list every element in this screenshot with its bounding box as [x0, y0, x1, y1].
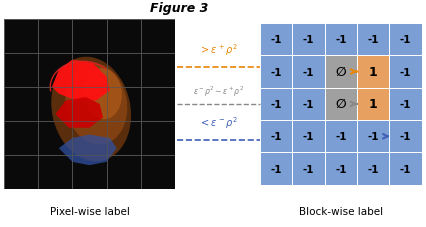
Text: $>\epsilon^+\rho^2$: $>\epsilon^+\rho^2$: [199, 42, 238, 58]
Bar: [141, 155, 175, 189]
PathPatch shape: [55, 98, 103, 128]
Bar: [72, 87, 106, 121]
Bar: [72, 155, 106, 189]
Bar: [141, 54, 175, 87]
Text: 1: 1: [369, 66, 377, 79]
Bar: [357, 56, 389, 88]
Text: -1: -1: [271, 67, 282, 77]
Bar: [106, 121, 141, 155]
Text: -1: -1: [271, 35, 282, 45]
Text: -1: -1: [400, 67, 411, 77]
Bar: [260, 56, 292, 88]
Bar: [325, 88, 357, 121]
Bar: [389, 153, 422, 185]
Text: -1: -1: [335, 35, 346, 45]
Bar: [389, 56, 422, 88]
Bar: [4, 20, 38, 54]
Bar: [389, 88, 422, 121]
Bar: [38, 20, 72, 54]
Bar: [260, 121, 292, 153]
Text: -1: -1: [400, 164, 411, 174]
Text: -1: -1: [303, 132, 314, 142]
Text: -1: -1: [368, 35, 379, 45]
Bar: [106, 20, 141, 54]
Text: -1: -1: [400, 132, 411, 142]
Bar: [325, 56, 357, 88]
Bar: [4, 121, 38, 155]
Bar: [106, 54, 141, 87]
Bar: [106, 155, 141, 189]
Bar: [106, 87, 141, 121]
Bar: [72, 121, 106, 155]
Bar: [4, 54, 38, 87]
Bar: [4, 155, 38, 189]
Bar: [260, 88, 292, 121]
Bar: [389, 121, 422, 153]
Text: Block-wise label: Block-wise label: [299, 206, 383, 216]
Bar: [357, 88, 389, 121]
Text: -1: -1: [335, 164, 346, 174]
PathPatch shape: [59, 135, 117, 165]
Bar: [141, 87, 175, 121]
Text: -1: -1: [271, 164, 282, 174]
PathPatch shape: [52, 60, 110, 101]
Bar: [38, 121, 72, 155]
Bar: [38, 87, 72, 121]
Text: -1: -1: [368, 132, 379, 142]
Text: ∅: ∅: [335, 66, 346, 79]
Bar: [38, 54, 72, 87]
Text: $\epsilon^-\rho^2\sim\epsilon^+\rho^2$: $\epsilon^-\rho^2\sim\epsilon^+\rho^2$: [193, 84, 244, 99]
Text: 1: 1: [369, 98, 377, 111]
Bar: [141, 20, 175, 54]
Bar: [292, 24, 325, 56]
Text: Figure 3: Figure 3: [150, 2, 208, 15]
Text: -1: -1: [303, 35, 314, 45]
Text: -1: -1: [303, 67, 314, 77]
Bar: [292, 88, 325, 121]
Text: -1: -1: [271, 99, 282, 109]
Bar: [357, 121, 389, 153]
Bar: [260, 153, 292, 185]
Text: $<\epsilon^-\rho^2$: $<\epsilon^-\rho^2$: [199, 115, 238, 131]
Text: -1: -1: [368, 164, 379, 174]
Text: -1: -1: [271, 132, 282, 142]
Text: -1: -1: [335, 132, 346, 142]
Ellipse shape: [65, 64, 127, 145]
Text: Pixel-wise label: Pixel-wise label: [49, 206, 130, 216]
Bar: [38, 155, 72, 189]
Bar: [389, 24, 422, 56]
Bar: [292, 153, 325, 185]
Bar: [325, 121, 357, 153]
Text: -1: -1: [303, 164, 314, 174]
Bar: [325, 153, 357, 185]
Bar: [292, 121, 325, 153]
Text: -1: -1: [303, 99, 314, 109]
Bar: [72, 20, 106, 54]
Text: -1: -1: [400, 99, 411, 109]
Bar: [72, 54, 106, 87]
Bar: [357, 153, 389, 185]
Ellipse shape: [51, 57, 131, 162]
Bar: [325, 24, 357, 56]
Text: ∅: ∅: [335, 98, 346, 111]
Bar: [4, 87, 38, 121]
Bar: [357, 24, 389, 56]
Bar: [292, 56, 325, 88]
Ellipse shape: [84, 69, 122, 120]
Bar: [141, 121, 175, 155]
Bar: [260, 24, 292, 56]
Text: -1: -1: [400, 35, 411, 45]
